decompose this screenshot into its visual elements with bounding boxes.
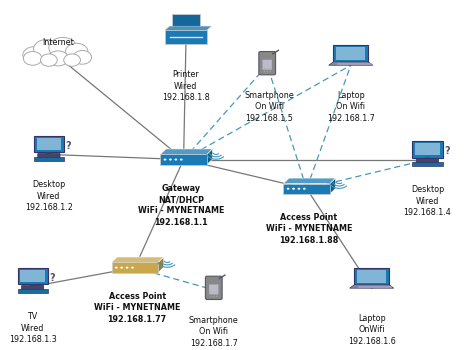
Circle shape (264, 68, 265, 69)
Circle shape (216, 296, 217, 297)
Circle shape (213, 293, 214, 294)
Circle shape (65, 43, 88, 60)
FancyBboxPatch shape (25, 54, 91, 64)
Circle shape (210, 296, 212, 297)
Circle shape (131, 267, 134, 269)
Circle shape (303, 188, 306, 190)
Text: Smartphone
On Wifi
192.168.1.7: Smartphone On Wifi 192.168.1.7 (189, 316, 238, 348)
FancyBboxPatch shape (209, 285, 219, 294)
Circle shape (298, 188, 301, 190)
Text: Access Point
WiFi - MYNETNAME
192.168.1.88: Access Point WiFi - MYNETNAME 192.168.1.… (266, 213, 352, 245)
Circle shape (210, 293, 212, 294)
FancyBboxPatch shape (263, 60, 272, 70)
FancyBboxPatch shape (38, 153, 60, 158)
Text: Desktop
Wired
192.168.1.2: Desktop Wired 192.168.1.2 (25, 180, 73, 212)
Circle shape (269, 68, 271, 69)
Text: TV
Wired
192.168.1.3: TV Wired 192.168.1.3 (9, 312, 56, 344)
Circle shape (64, 54, 81, 66)
Polygon shape (30, 285, 36, 286)
FancyBboxPatch shape (205, 276, 222, 300)
Circle shape (213, 296, 214, 297)
Circle shape (216, 293, 217, 294)
Text: Gateway
NAT/DHCP
WiFi - MYNETNAME
192.168.1.1: Gateway NAT/DHCP WiFi - MYNETNAME 192.16… (138, 183, 225, 227)
FancyBboxPatch shape (283, 183, 330, 194)
Text: Laptop
OnWifi
192.168.1.6: Laptop OnWifi 192.168.1.6 (348, 314, 396, 346)
Polygon shape (165, 26, 211, 30)
Polygon shape (329, 62, 373, 65)
Text: Printer
Wired
192.168.1.8: Printer Wired 192.168.1.8 (162, 70, 210, 102)
FancyBboxPatch shape (165, 30, 207, 44)
FancyBboxPatch shape (160, 154, 207, 165)
FancyBboxPatch shape (412, 162, 443, 166)
Circle shape (23, 47, 45, 63)
Circle shape (266, 68, 268, 69)
Circle shape (40, 54, 57, 66)
FancyBboxPatch shape (21, 286, 44, 290)
FancyBboxPatch shape (357, 270, 386, 283)
Text: Smartphone
On Wifi
192.168.1.5: Smartphone On Wifi 192.168.1.5 (245, 91, 294, 123)
Circle shape (266, 71, 268, 72)
Text: ?: ? (66, 141, 72, 151)
FancyBboxPatch shape (415, 143, 440, 155)
Circle shape (264, 70, 265, 71)
Circle shape (23, 51, 42, 65)
Circle shape (269, 70, 271, 71)
Polygon shape (330, 178, 336, 194)
FancyBboxPatch shape (36, 138, 61, 150)
Circle shape (266, 70, 268, 71)
Polygon shape (160, 149, 212, 154)
FancyBboxPatch shape (416, 159, 438, 163)
FancyBboxPatch shape (20, 270, 45, 282)
Circle shape (174, 159, 177, 161)
FancyBboxPatch shape (34, 157, 64, 161)
Polygon shape (158, 257, 164, 273)
FancyBboxPatch shape (333, 46, 368, 62)
Circle shape (169, 159, 172, 161)
Circle shape (73, 50, 91, 64)
Text: ?: ? (445, 146, 450, 156)
FancyBboxPatch shape (172, 14, 200, 30)
FancyBboxPatch shape (259, 51, 275, 75)
Circle shape (120, 267, 123, 269)
Circle shape (287, 188, 290, 190)
Circle shape (269, 71, 271, 72)
FancyBboxPatch shape (412, 141, 443, 158)
Text: Access Point
WiFi - MYNETNAME
192.168.1.77: Access Point WiFi - MYNETNAME 192.168.1.… (94, 292, 180, 323)
Circle shape (126, 267, 128, 269)
Polygon shape (350, 285, 394, 288)
Circle shape (210, 294, 212, 295)
Circle shape (49, 37, 77, 58)
Text: Desktop
Wired
192.168.1.4: Desktop Wired 192.168.1.4 (403, 185, 451, 217)
Polygon shape (46, 152, 52, 154)
Circle shape (164, 159, 166, 161)
Circle shape (292, 188, 295, 190)
FancyBboxPatch shape (18, 268, 48, 285)
Text: ?: ? (50, 273, 55, 283)
FancyBboxPatch shape (111, 262, 158, 273)
Circle shape (216, 294, 217, 295)
FancyBboxPatch shape (18, 289, 48, 293)
Polygon shape (111, 257, 164, 262)
Polygon shape (425, 158, 430, 160)
Circle shape (213, 294, 214, 295)
FancyBboxPatch shape (336, 47, 365, 60)
Circle shape (48, 51, 68, 66)
FancyBboxPatch shape (354, 268, 389, 285)
Circle shape (180, 159, 182, 161)
Polygon shape (207, 149, 212, 165)
Circle shape (115, 267, 118, 269)
Polygon shape (283, 178, 336, 183)
Text: Internet: Internet (42, 38, 74, 47)
Circle shape (264, 71, 265, 72)
Circle shape (34, 40, 60, 59)
Text: Laptop
On Wifi
192.168.1.7: Laptop On Wifi 192.168.1.7 (327, 91, 375, 123)
FancyBboxPatch shape (34, 136, 64, 152)
